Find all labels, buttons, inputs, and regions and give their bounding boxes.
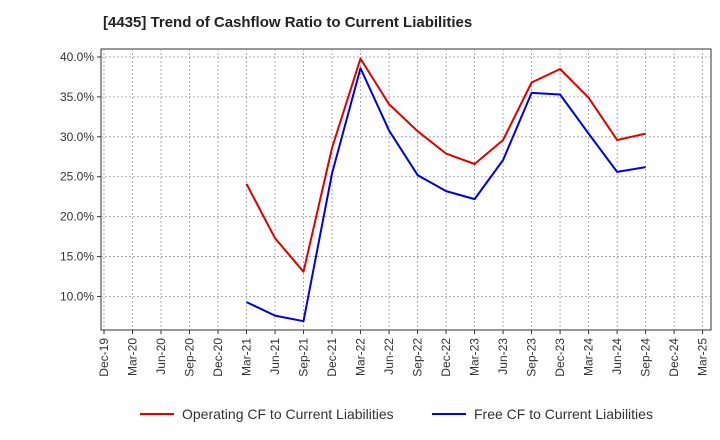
- series-lines: [245, 57, 646, 323]
- x-tick-label: Jun-24: [610, 338, 624, 375]
- x-tick-label: Sep-23: [525, 338, 539, 377]
- grid-lines: [101, 49, 711, 330]
- x-tick-label: Jun-21: [268, 338, 282, 375]
- x-tick-label: Mar-23: [468, 338, 482, 376]
- x-tick-label: Sep-20: [183, 338, 197, 377]
- plot-area: [100, 48, 712, 331]
- x-tick-label: Jun-20: [154, 338, 168, 375]
- x-tick-label: Mar-20: [126, 338, 140, 376]
- x-tick-label: Sep-24: [639, 338, 653, 377]
- series-line-operating-cf: [245, 57, 646, 273]
- legend-label: Free CF to Current Liabilities: [474, 406, 653, 422]
- x-tick-label: Jun-22: [382, 338, 396, 375]
- y-axis-ticks: 10.0% 15.0% 20.0% 25.0% 30.0% 35.0% 40.0%: [60, 50, 101, 303]
- y-tick-label: 35.0%: [60, 90, 94, 104]
- x-axis-ticks: Dec-19 Mar-20 Jun-20 Sep-20 Dec-20 Mar-21 Jun-…: [97, 330, 710, 377]
- y-tick-label: 20.0%: [60, 210, 94, 224]
- x-tick-label: Dec-23: [553, 338, 567, 377]
- x-tick-label: Mar-21: [240, 338, 254, 376]
- x-tick-label: Dec-19: [97, 338, 111, 377]
- x-tick-label: Jun-23: [496, 338, 510, 375]
- x-tick-label: Mar-25: [696, 338, 710, 376]
- x-tick-label: Dec-24: [667, 338, 681, 377]
- x-tick-label: Dec-21: [325, 338, 339, 377]
- x-tick-label: Sep-22: [411, 338, 425, 377]
- legend: Operating CF to Current Liabilities Free …: [140, 406, 653, 422]
- x-tick-label: Sep-21: [297, 338, 311, 377]
- legend-label: Operating CF to Current Liabilities: [182, 406, 394, 422]
- y-tick-label: 15.0%: [60, 250, 94, 264]
- chart-title: [4435] Trend of Cashflow Ratio to Curren…: [103, 14, 473, 31]
- x-tick-label: Dec-20: [211, 338, 225, 377]
- y-tick-label: 10.0%: [60, 289, 94, 303]
- y-tick-label: 30.0%: [60, 130, 94, 144]
- x-tick-label: Mar-24: [582, 338, 596, 376]
- x-tick-label: Dec-22: [439, 338, 453, 377]
- x-tick-label: Mar-22: [354, 338, 368, 376]
- y-tick-label: 25.0%: [60, 170, 94, 184]
- y-tick-label: 40.0%: [60, 50, 94, 64]
- series-line-free-cf: [246, 67, 646, 323]
